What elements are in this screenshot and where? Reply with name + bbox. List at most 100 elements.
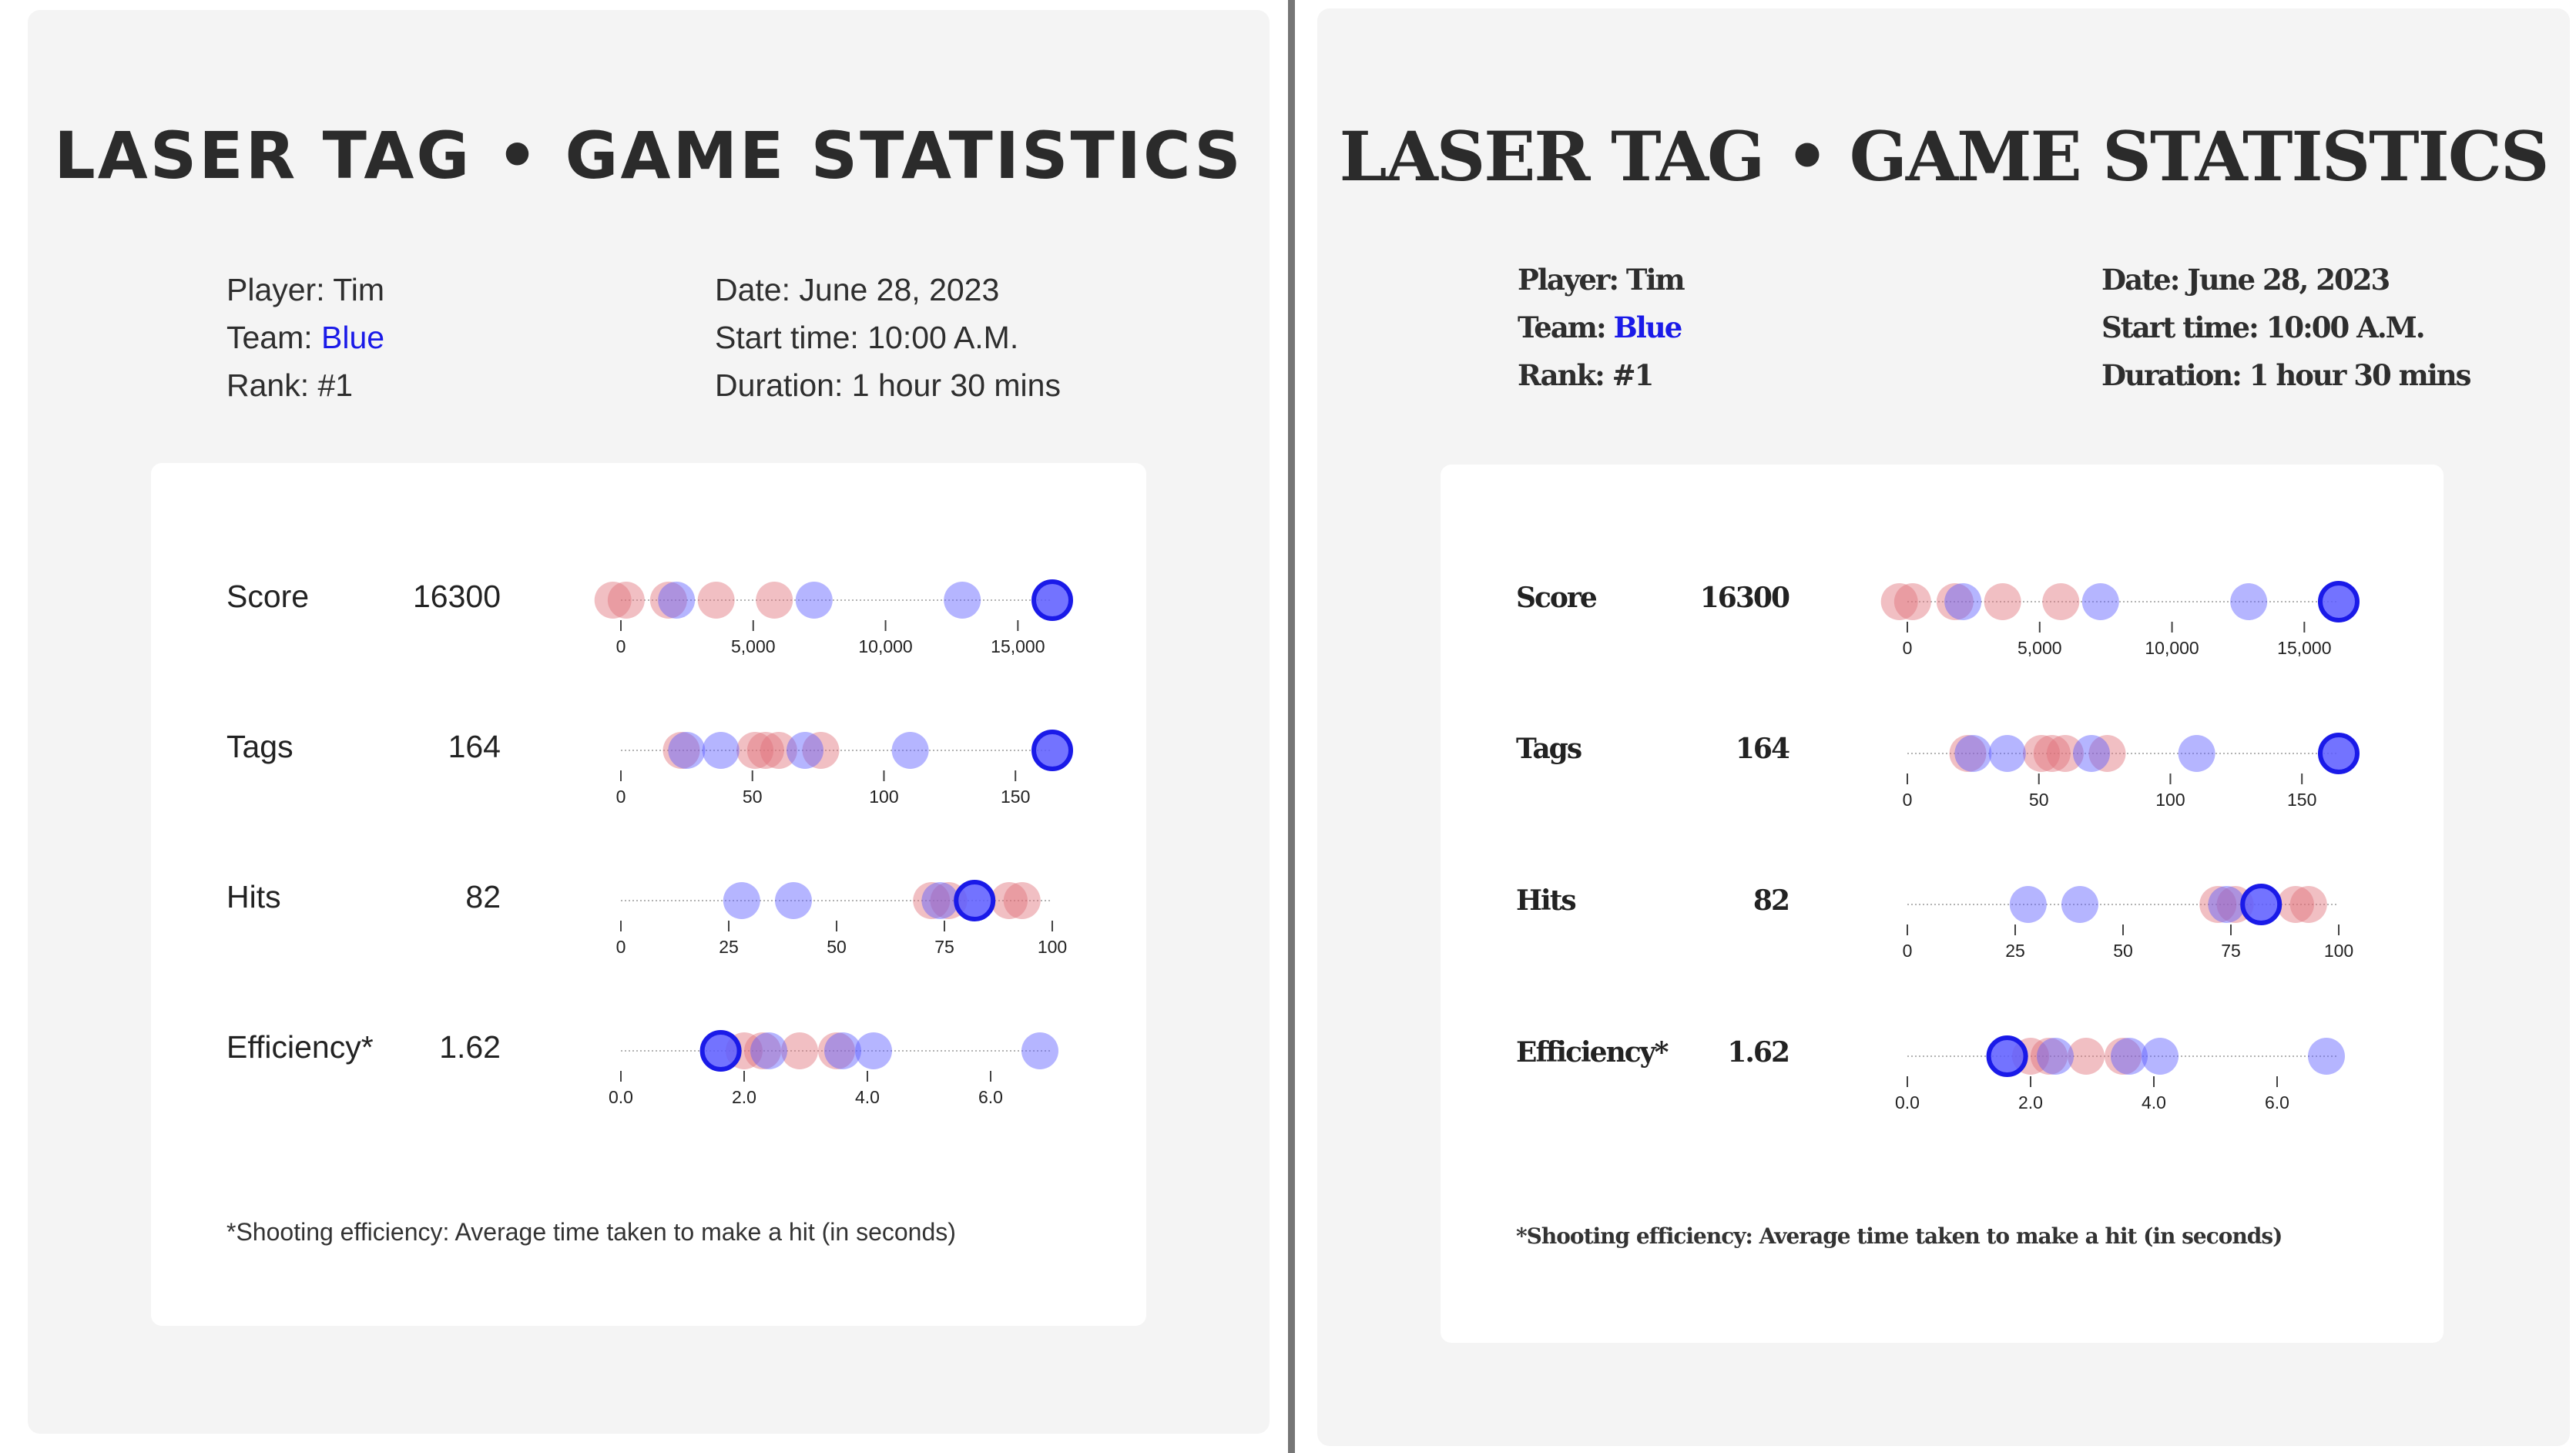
data-point-red — [744, 1032, 781, 1069]
score-label: Score — [1516, 582, 1598, 614]
data-point-blue — [2009, 886, 2047, 923]
hits-label: Hits — [226, 879, 281, 914]
data-point-blue — [855, 1032, 892, 1069]
tick-label: 50 — [827, 937, 847, 957]
data-point-red — [2088, 735, 2126, 772]
data-point-red — [991, 882, 1028, 919]
efficiency-strip-plot: 0.0 2.0 4.0 6.0 — [609, 1030, 1058, 1107]
data-point-blue — [824, 1032, 861, 1069]
data-point-red — [607, 582, 645, 619]
data-point-blue — [1954, 735, 1992, 772]
hits-value: 82 — [1753, 884, 1790, 917]
tick-label: 10,000 — [858, 636, 912, 656]
data-point-red — [1893, 583, 1931, 620]
team-line: Team: Blue — [226, 320, 384, 356]
data-point-blue — [2142, 1038, 2179, 1075]
tick-label: 0 — [616, 636, 626, 656]
data-point-red — [2042, 583, 2080, 620]
hits-strip-plot: 0 25 50 75 100 — [1903, 884, 2353, 961]
tick-label: 4.0 — [2142, 1092, 2166, 1112]
data-point-red — [1936, 583, 1974, 620]
efficiency-strip-plot: 0.0 2.0 4.0 6.0 — [1895, 1035, 2345, 1112]
data-point-blue — [1021, 1032, 1058, 1069]
tick-label: 5,000 — [731, 636, 776, 656]
player-highlight-point — [1031, 579, 1073, 621]
data-point-red — [913, 882, 951, 919]
team-value: Blue — [1613, 310, 1683, 344]
player-highlight-point — [954, 880, 996, 921]
tick-label: 75 — [934, 937, 954, 957]
tick-label: 50 — [2113, 941, 2133, 961]
tick-label: 5,000 — [2018, 638, 2062, 658]
tick-label: 75 — [2221, 941, 2241, 961]
data-point-red — [649, 582, 687, 619]
tick-label: 0 — [1903, 941, 1913, 961]
team-prefix: Team: — [226, 320, 322, 355]
footnote: *Shooting efficiency: Average time taken… — [226, 1218, 956, 1246]
tags-strip-plot: 0 50 100 150 — [616, 730, 1073, 807]
footnote: *Shooting efficiency: Average time taken… — [1516, 1223, 2283, 1249]
tick-label: 10,000 — [2145, 638, 2199, 658]
player-name: Player: Tim — [226, 272, 385, 307]
tags-value: 164 — [1735, 733, 1790, 765]
stats-card: Score 16300 0 5,000 10,000 15,000 Tags 164 … — [1441, 465, 2444, 1343]
game-start-time: Start time: 10:00 A.M. — [2101, 310, 2426, 344]
tick-label: 6.0 — [978, 1087, 1003, 1107]
tags-strip-plot: 0 50 100 150 — [1903, 733, 2360, 810]
efficiency-label: Efficiency* — [1516, 1036, 1669, 1069]
data-point-blue — [2073, 735, 2111, 772]
data-point-blue — [2081, 583, 2119, 620]
tick-label: 0 — [616, 787, 626, 807]
data-point-red — [781, 1032, 818, 1069]
efficiency-value: 1.62 — [1727, 1036, 1790, 1069]
team-value: Blue — [321, 320, 385, 355]
tick-label: 6.0 — [2265, 1092, 2289, 1112]
data-point-red — [802, 732, 840, 769]
data-point-red — [746, 732, 784, 769]
tick-label: 15,000 — [2277, 638, 2331, 658]
data-point-red — [2068, 1038, 2105, 1075]
tags-label: Tags — [1516, 733, 1582, 765]
data-point-blue — [2178, 735, 2215, 772]
player-highlight-point — [1986, 1035, 2028, 1077]
data-point-red — [2046, 735, 2084, 772]
tick-label: 0 — [1903, 638, 1913, 658]
data-point-blue — [750, 1032, 787, 1069]
player-highlight-point — [1031, 730, 1073, 771]
tick-label: 100 — [869, 787, 898, 807]
data-point-blue — [1988, 735, 2026, 772]
data-point-blue — [2208, 886, 2246, 923]
tick-label: 50 — [743, 787, 763, 807]
data-point-blue — [944, 582, 981, 619]
data-point-blue — [1944, 583, 1982, 620]
data-point-red — [1003, 882, 1041, 919]
player-rank: Rank: #1 — [226, 367, 354, 403]
tick-label: 50 — [2029, 790, 2049, 810]
data-point-red — [1880, 583, 1918, 620]
data-point-blue — [2037, 1038, 2074, 1075]
data-point-red — [662, 732, 700, 769]
tick-label: 2.0 — [732, 1087, 756, 1107]
score-strip-plot: 0 5,000 10,000 15,000 — [594, 579, 1073, 656]
game-date: Date: June 28, 2023 — [715, 272, 1000, 307]
tick-label: 0.0 — [609, 1087, 633, 1107]
data-point-blue — [2230, 583, 2268, 620]
tick-label: 150 — [2287, 790, 2316, 810]
hits-label: Hits — [1516, 884, 1577, 917]
stats-card: Score 16300 0 5,000 10,000 15,000 Tags 164 … — [151, 463, 1146, 1326]
data-point-red — [760, 732, 797, 769]
player-highlight-point — [2318, 733, 2360, 774]
tick-label: 150 — [1001, 787, 1030, 807]
hits-strip-plot: 0 25 50 75 100 — [616, 880, 1067, 957]
data-point-blue — [891, 732, 929, 769]
data-point-red — [697, 582, 735, 619]
tick-label: 100 — [1038, 937, 1067, 957]
tick-label: 0 — [616, 937, 626, 957]
tick-label: 100 — [2324, 941, 2353, 961]
data-point-red — [818, 1032, 855, 1069]
tags-value: 164 — [448, 729, 501, 764]
tick-label: 0 — [1903, 790, 1913, 810]
data-point-blue — [702, 732, 740, 769]
data-point-red — [2277, 886, 2314, 923]
player-highlight-point — [2318, 581, 2360, 622]
